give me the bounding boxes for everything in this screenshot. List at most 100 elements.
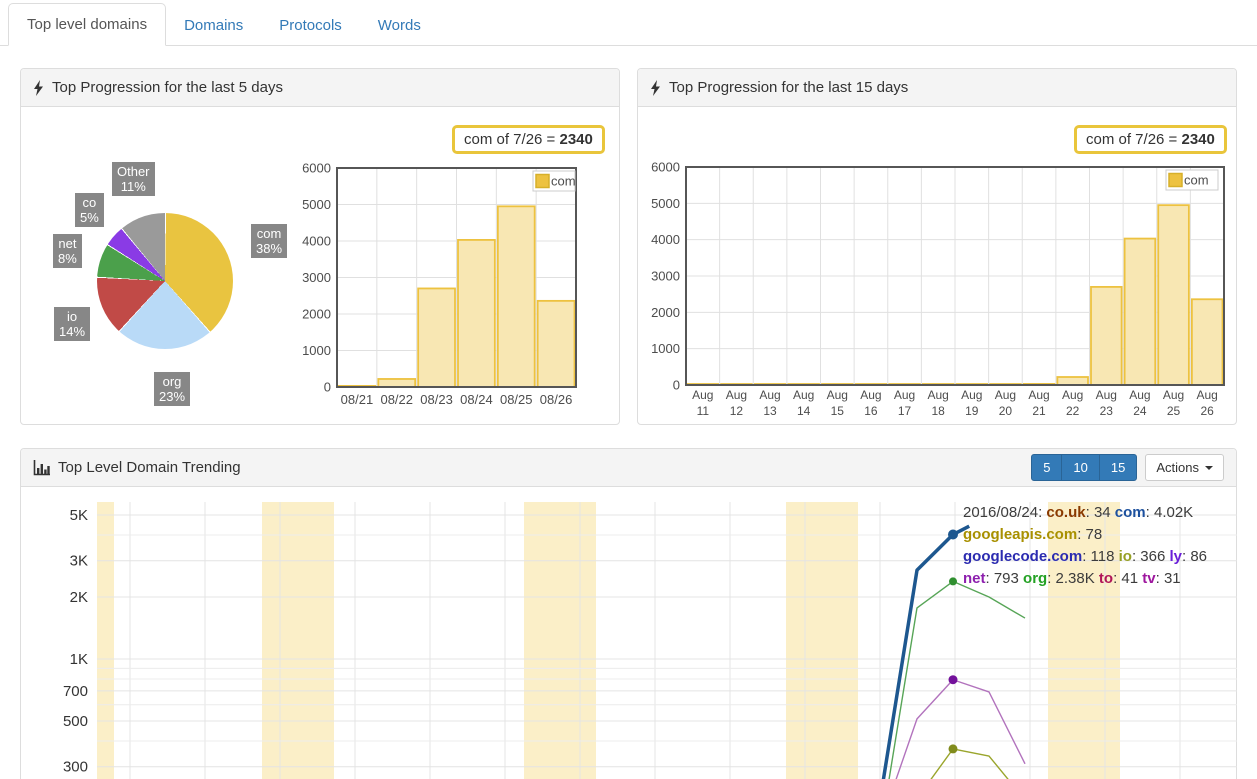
- svg-text:13: 13: [763, 404, 777, 415]
- panel-tld-trending: Top Level Domain Trending 5 10 15 Action…: [20, 448, 1237, 779]
- svg-text:com: com: [1184, 173, 1209, 188]
- x-axis-labels: Aug 11 Aug 12 Aug 13 Aug 14 Aug 15 Aug 16 Aug 17 Aug 18…: [692, 388, 1218, 415]
- pie-label-co: co 5%: [75, 193, 104, 227]
- tab-protocols[interactable]: Protocols: [279, 17, 342, 34]
- plot-border: [685, 166, 1225, 386]
- pie-label-Other: Other 11%: [112, 162, 155, 196]
- svg-text:22: 22: [1066, 404, 1080, 415]
- y-axis-labels: 5K 3K 2K 1K 700 500 300: [63, 507, 88, 776]
- tab-bar: Top level domains Domains Protocols Word…: [0, 0, 1257, 46]
- svg-text:Aug: Aug: [793, 388, 814, 402]
- gridlines: [337, 168, 576, 387]
- svg-text:18: 18: [932, 404, 946, 415]
- svg-text:11: 11: [697, 404, 710, 415]
- pie-label-net: net 8%: [53, 234, 82, 268]
- trending-header-controls: 5 10 15 Actions: [1031, 454, 1224, 481]
- range-5-button[interactable]: 5: [1031, 454, 1063, 481]
- svg-text:21: 21: [1032, 404, 1046, 415]
- bar-chart-icon: [33, 459, 50, 475]
- hover-dot-com: [948, 529, 958, 540]
- svg-text:Aug: Aug: [1163, 388, 1184, 402]
- svg-text:08/21: 08/21: [341, 392, 374, 407]
- tooltip-line: net: 793 org: 2.38K to: 41 tv: 31: [963, 570, 1181, 587]
- tooltip-line: googlecode.com: 118 io: 366 ly: 86: [963, 548, 1208, 565]
- bolt-icon: [34, 79, 43, 96]
- range-button-group: 5 10 15: [1031, 454, 1138, 481]
- weekend-bands: [97, 502, 1120, 779]
- svg-text:Aug: Aug: [759, 388, 780, 402]
- actions-label: Actions: [1156, 460, 1199, 475]
- svg-text:14: 14: [797, 404, 811, 415]
- svg-text:23: 23: [1100, 404, 1114, 415]
- svg-text:3K: 3K: [70, 553, 88, 570]
- series-io: [930, 744, 1009, 779]
- series-com: [881, 524, 971, 779]
- svg-text:Aug: Aug: [1096, 388, 1117, 402]
- legend: com: [1165, 169, 1219, 191]
- svg-text:Aug: Aug: [827, 388, 848, 402]
- trending-line-chart[interactable]: 5K 3K 2K 1K 700 500 300: [20, 487, 1237, 779]
- svg-text:Aug: Aug: [928, 388, 949, 402]
- panel-five-header: Top Progression for the last 5 days: [21, 69, 619, 107]
- svg-text:Aug: Aug: [1062, 388, 1083, 402]
- svg-text:Aug: Aug: [1028, 388, 1049, 402]
- series-net: [895, 675, 1026, 779]
- svg-text:2000: 2000: [651, 305, 680, 320]
- hover-dot-org: [949, 577, 957, 586]
- svg-text:08/24: 08/24: [460, 392, 493, 407]
- svg-text:08/22: 08/22: [380, 392, 413, 407]
- gridlines: [97, 502, 1237, 779]
- legend: com: [532, 170, 576, 192]
- svg-text:5000: 5000: [651, 196, 680, 211]
- hover-dot-net: [948, 675, 958, 685]
- svg-text:1000: 1000: [651, 341, 680, 356]
- bolt-icon: [651, 79, 660, 96]
- tld-pie-chart[interactable]: [97, 213, 233, 349]
- svg-text:12: 12: [730, 404, 744, 415]
- svg-text:24: 24: [1133, 404, 1147, 415]
- svg-text:08/23: 08/23: [420, 392, 453, 407]
- svg-text:6000: 6000: [302, 161, 331, 176]
- svg-text:2K: 2K: [70, 589, 88, 606]
- svg-text:3000: 3000: [302, 270, 331, 285]
- y-axis-labels: 0 1000 2000 3000 4000 5000 6000: [651, 160, 680, 393]
- svg-text:6000: 6000: [651, 160, 680, 175]
- actions-dropdown-button[interactable]: Actions: [1145, 454, 1224, 481]
- range-10-button[interactable]: 10: [1061, 454, 1100, 481]
- svg-text:08/26: 08/26: [540, 392, 573, 407]
- svg-text:Aug: Aug: [961, 388, 982, 402]
- tab-domains[interactable]: Domains: [184, 17, 244, 34]
- com-value-badge: com of 7/26 = 2340: [452, 125, 605, 154]
- svg-text:500: 500: [63, 713, 88, 730]
- panel-fifteen-header: Top Progression for the last 15 days: [638, 69, 1236, 107]
- svg-text:5K: 5K: [70, 507, 88, 524]
- bar-chart-15-days[interactable]: 0 1000 2000 3000 4000 5000 6000 Aug 11 Aug 12 Aug 13…: [650, 115, 1230, 415]
- svg-text:15: 15: [831, 404, 845, 415]
- svg-text:08/25: 08/25: [500, 392, 533, 407]
- svg-text:700: 700: [63, 683, 88, 700]
- tab-words[interactable]: Words: [377, 17, 421, 34]
- range-15-button[interactable]: 15: [1098, 454, 1138, 481]
- pie-label-org: org 23%: [154, 372, 191, 406]
- svg-text:Aug: Aug: [1197, 388, 1218, 402]
- pie-label-io: io 14%: [54, 307, 91, 341]
- svg-text:300: 300: [63, 759, 88, 776]
- caret-down-icon: [1205, 465, 1213, 470]
- tooltip-line: googleapis.com: 78: [963, 526, 1103, 543]
- panel-trending-title: Top Level Domain Trending: [58, 459, 241, 476]
- plot-border: [336, 167, 577, 388]
- trending-hover-tooltip: 2016/08/24: co.uk: 34 com: 4.02K googleap…: [963, 502, 1207, 590]
- svg-text:Aug: Aug: [995, 388, 1016, 402]
- svg-text:4000: 4000: [302, 234, 331, 249]
- pie-label-com: com 38%: [251, 224, 288, 258]
- svg-text:26: 26: [1201, 404, 1215, 415]
- svg-text:3000: 3000: [651, 269, 680, 284]
- tooltip-line: 2016/08/24: co.uk: 34 com: 4.02K: [963, 504, 1194, 521]
- com-value-badge: com of 7/26 = 2340: [1074, 125, 1227, 154]
- bar-chart-5-days[interactable]: 0 1000 2000 3000 4000 5000 6000 08/21 08/22 08/23…: [295, 115, 620, 415]
- tab-top-level-domains[interactable]: Top level domains: [8, 3, 167, 46]
- series-org: [888, 577, 1026, 779]
- svg-text:1000: 1000: [302, 343, 331, 358]
- y-axis-labels: 0 1000 2000 3000 4000 5000 6000: [302, 161, 331, 395]
- svg-text:Aug: Aug: [894, 388, 915, 402]
